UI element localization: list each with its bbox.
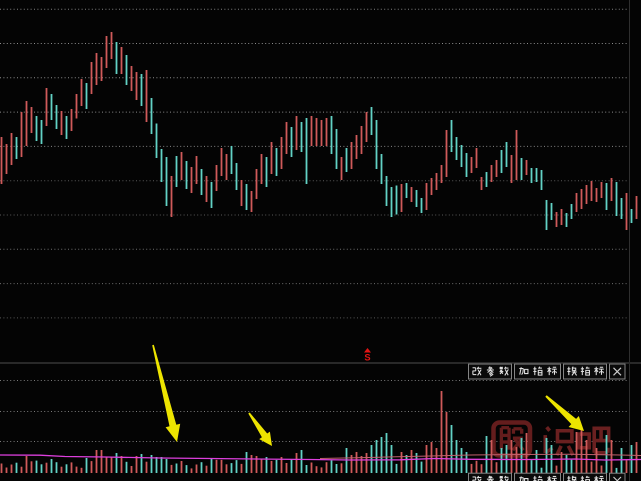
svg-text:S: S	[364, 353, 370, 363]
